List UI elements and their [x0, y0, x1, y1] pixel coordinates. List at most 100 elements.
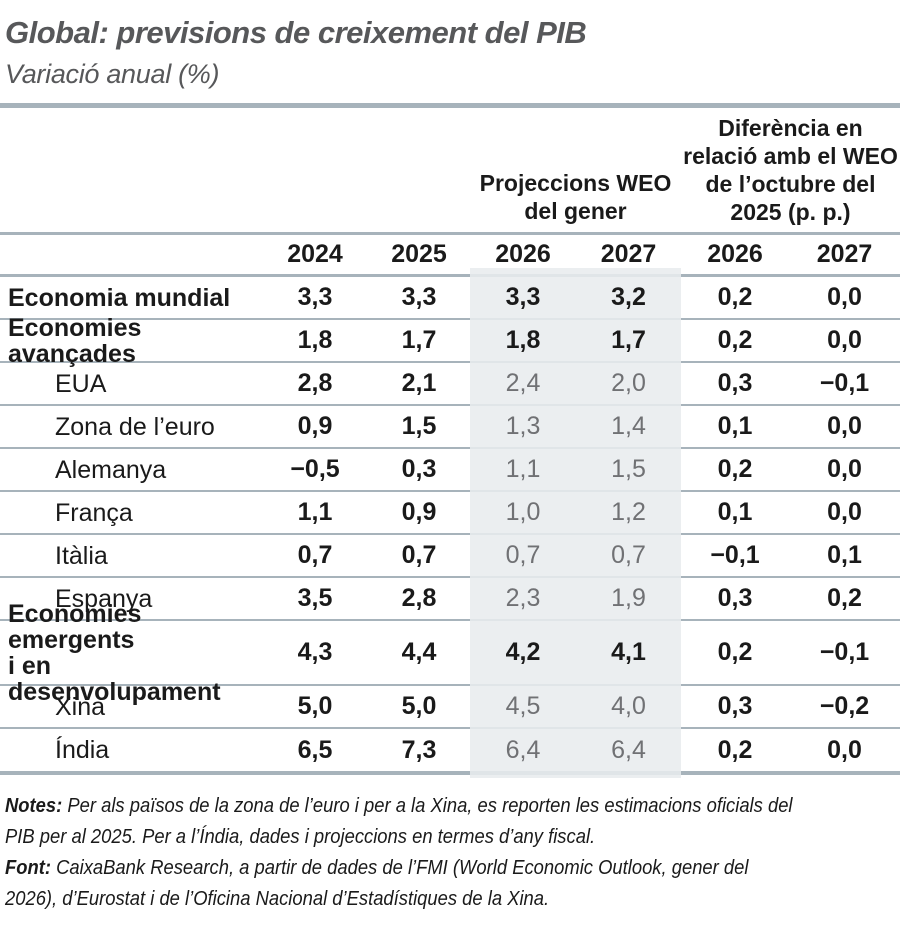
table-row: Índia 6,5 7,3 6,4 6,4 0,2 0,0 — [0, 729, 900, 775]
value-cell: 0,7 — [611, 541, 646, 569]
table-row: Zona de l’euro 0,9 1,5 1,3 1,4 0,1 0,0 — [0, 406, 900, 449]
value-cell: 1,3 — [505, 412, 541, 440]
value-cell: 0,2 — [717, 283, 753, 311]
group-header-weo: Projeccions WEO del gener — [470, 108, 681, 232]
value-cell: 1,9 — [611, 584, 646, 612]
value-cell: 3,3 — [505, 283, 541, 311]
group-header-spacer — [0, 108, 470, 232]
value-cell: 0,3 — [717, 584, 753, 612]
table-row: Xina 5,0 5,0 4,5 4,0 0,3 −0,2 — [0, 686, 900, 729]
group-header-diff: Diferència en relació amb el WEO de l’oc… — [681, 108, 900, 232]
value-cell: 2,8 — [401, 584, 437, 612]
value-cell: 0,0 — [827, 455, 862, 483]
row-label: França — [55, 498, 133, 527]
value-cell: 2,8 — [297, 369, 333, 397]
row-label: Economia mundial — [8, 283, 231, 312]
page-title: Global: previsions de creixement del PIB — [5, 15, 587, 50]
value-cell: 1,5 — [401, 412, 437, 440]
value-cell: 2,0 — [611, 369, 646, 397]
note-line: Font: CaixaBank Research, a partir de da… — [5, 853, 828, 884]
value-cell: 1,2 — [611, 498, 646, 526]
note-label: Font: — [5, 857, 51, 879]
value-cell: 4,3 — [297, 638, 333, 666]
value-cell: 2,3 — [505, 584, 541, 612]
year-col-header: 2026 — [495, 240, 551, 268]
table-row: Alemanya −0,5 0,3 1,1 1,5 0,2 0,0 — [0, 449, 900, 492]
group-header-diff-line2: relació amb el WEO — [683, 143, 898, 169]
value-cell: 1,8 — [505, 326, 541, 354]
value-cell: 2,1 — [401, 369, 437, 397]
footnotes: Notes: Per als països de la zona de l’eu… — [5, 791, 900, 915]
value-cell: 4,4 — [401, 638, 437, 666]
table-row: EUA 2,8 2,1 2,4 2,0 0,3 −0,1 — [0, 363, 900, 406]
value-cell: 0,2 — [717, 455, 753, 483]
value-cell: 0,1 — [717, 412, 753, 440]
gdp-forecast-table: Projeccions WEO del gener Diferència en … — [0, 108, 900, 778]
value-cell: 0,0 — [827, 498, 862, 526]
row-label: Índia — [55, 736, 110, 764]
value-cell: 0,2 — [827, 584, 862, 612]
year-col-header: 2025 — [391, 240, 447, 268]
table-row: França 1,1 0,9 1,0 1,2 0,1 0,0 — [0, 492, 900, 535]
value-cell: 0,0 — [827, 283, 862, 311]
note-line: PIB per al 2025. Per a l’Índia, dades i … — [5, 822, 828, 853]
value-cell: 0,9 — [401, 498, 437, 526]
table-row: Espanya 3,5 2,8 2,3 1,9 0,3 0,2 — [0, 578, 900, 621]
row-label: Economies emergents i en desenvolupament — [8, 599, 221, 706]
note-text: Per als països de la zona de l’euro i pe… — [62, 795, 793, 817]
value-cell: 0,3 — [717, 692, 753, 720]
value-cell: 0,2 — [717, 638, 753, 666]
row-label: EUA — [55, 369, 107, 398]
year-col-header: 2027 — [816, 240, 873, 268]
value-cell: 0,1 — [717, 498, 753, 526]
value-cell: 0,9 — [297, 412, 333, 440]
value-cell: −0,2 — [819, 692, 870, 720]
group-header-diff-line1: Diferència en — [718, 115, 863, 141]
value-cell: 0,2 — [717, 735, 753, 764]
table-row: Economia mundial 3,3 3,3 3,3 3,2 0,2 0,0 — [0, 277, 900, 320]
note-text: CaixaBank Research, a partir de dades de… — [50, 857, 749, 879]
row-label: Itàlia — [55, 541, 108, 570]
group-header-diff-line4: 2025 (p. p.) — [730, 199, 851, 225]
top-divider — [0, 103, 900, 108]
value-cell: 4,1 — [611, 638, 646, 666]
row-label: Alemanya — [55, 455, 167, 484]
value-cell: 3,2 — [611, 283, 646, 311]
value-cell: 3,3 — [401, 283, 437, 311]
year-col-header: 2027 — [600, 240, 657, 268]
value-cell: −0,1 — [819, 369, 870, 397]
value-cell: 0,1 — [827, 541, 862, 569]
value-cell: 0,7 — [401, 541, 437, 569]
note-text: 2026), d’Eurostat i de l’Oficina Naciona… — [5, 888, 550, 910]
row-label: Xina — [55, 692, 106, 721]
value-cell: 6,5 — [297, 735, 333, 764]
value-cell: −0,5 — [290, 455, 340, 483]
value-cell: 0,7 — [297, 541, 333, 569]
table-row: Economies emergents i en desenvolupament… — [0, 601, 900, 705]
row-label: Zona de l’euro — [55, 412, 215, 441]
value-cell: 0,3 — [401, 455, 437, 483]
row-label: Espanya — [55, 584, 153, 613]
group-header-weo-line2: del gener — [524, 198, 627, 224]
value-cell: 1,1 — [297, 498, 333, 526]
group-header-row: Projeccions WEO del gener Diferència en … — [0, 108, 900, 235]
row-label: Economies avançades — [8, 313, 142, 368]
note-line: 2026), d’Eurostat i de l’Oficina Naciona… — [5, 884, 828, 915]
value-cell: 6,4 — [611, 735, 646, 764]
value-cell: 1,8 — [297, 326, 333, 354]
year-col-header: 2024 — [287, 240, 343, 268]
value-cell: −0,1 — [710, 541, 760, 569]
page-subtitle: Variació anual (%) — [5, 59, 220, 89]
value-cell: 1,0 — [505, 498, 541, 526]
value-cell: 5,0 — [401, 692, 437, 720]
value-cell: 0,0 — [827, 735, 862, 764]
value-cell: 1,5 — [611, 455, 646, 483]
value-cell: 4,2 — [505, 638, 541, 666]
value-cell: 6,4 — [505, 735, 541, 764]
value-cell: 3,3 — [297, 283, 333, 311]
value-cell: 1,7 — [401, 326, 437, 354]
note-label: Notes: — [5, 795, 63, 817]
note-text: PIB per al 2025. Per a l’Índia, dades i … — [5, 826, 596, 848]
group-header-weo-line1: Projeccions WEO — [479, 170, 672, 196]
value-cell: 7,3 — [401, 735, 437, 764]
